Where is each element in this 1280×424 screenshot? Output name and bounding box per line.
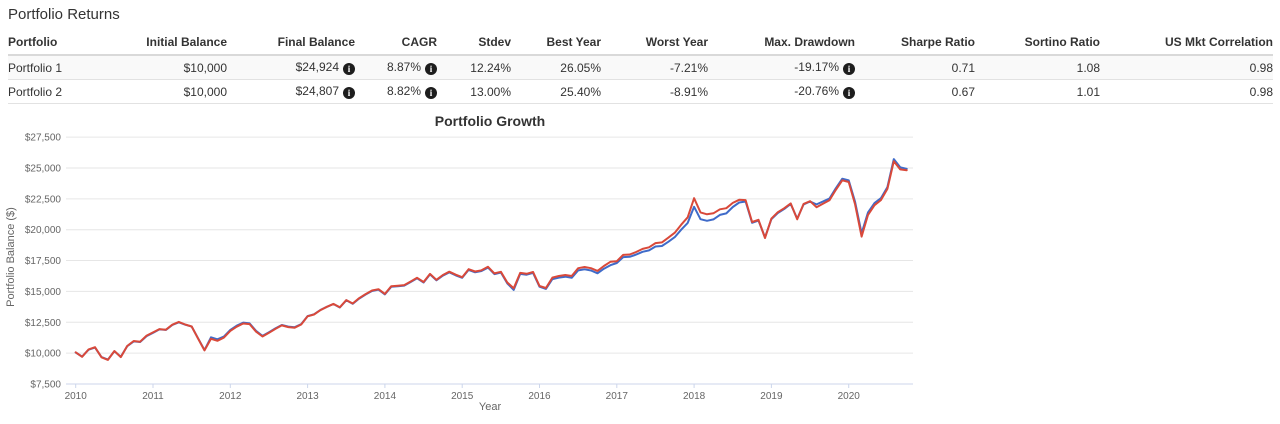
column-header: Sharpe Ratio <box>855 32 975 56</box>
table-cell: -19.17% i <box>708 55 855 80</box>
column-header: Sortino Ratio <box>975 32 1100 56</box>
cell-value: $24,807 <box>295 84 339 98</box>
portfolio-growth-chart: Portfolio Growth $7,500 $10,000 $12,500 $15,… <box>0 105 979 419</box>
portfolio-returns-section: Portfolio Returns Portfolio Initial Balan… <box>0 0 1280 104</box>
y-tick-label: $7,500 <box>30 380 61 391</box>
column-header: Worst Year <box>601 32 708 56</box>
page-title: Portfolio Returns <box>8 6 120 23</box>
x-tick-label: 2010 <box>65 391 88 402</box>
x-tick-label: 2012 <box>219 391 242 402</box>
y-axis-title: Portfolio Balance ($) <box>5 207 17 307</box>
cell-value: -8.91% <box>669 84 708 99</box>
table-cell: -8.91% <box>601 79 708 104</box>
y-tick-label: $15,000 <box>25 287 62 298</box>
cell-value: 26.05% <box>560 60 601 75</box>
table-cell: 0.98 <box>1100 79 1273 104</box>
chart-title: Portfolio Growth <box>435 113 545 129</box>
info-icon[interactable]: i <box>343 63 355 75</box>
column-header: Final Balance <box>227 32 355 56</box>
cell-value: -7.21% <box>669 60 708 75</box>
x-tick-label: 2015 <box>451 391 474 402</box>
portfolio-label: Portfolio 2 <box>8 79 128 104</box>
y-tick-label: $22,500 <box>25 194 62 205</box>
x-axis-ticks: 2010 2011 2012 2013 2014 2015 2016 2017 2018 2019… <box>65 384 861 402</box>
x-tick-label: 2020 <box>838 391 861 402</box>
portfolio-growth-svg: Portfolio Growth $7,500 $10,000 $12,500 $15,… <box>5 113 913 413</box>
table-cell: $10,000 <box>128 79 227 104</box>
y-tick-label: $17,500 <box>25 256 62 267</box>
x-tick-label: 2017 <box>606 391 629 402</box>
cell-value: $10,000 <box>183 84 227 99</box>
column-header: Initial Balance <box>128 32 227 56</box>
table-cell: 1.01 <box>975 79 1100 104</box>
info-icon[interactable]: i <box>425 63 437 75</box>
column-header: Best Year <box>511 32 601 56</box>
table-cell: 25.40% <box>511 79 601 104</box>
cell-value: 1.01 <box>1076 84 1100 99</box>
table-cell: $24,924 i <box>227 55 355 80</box>
info-icon[interactable]: i <box>343 87 355 99</box>
x-tick-label: 2016 <box>528 391 551 402</box>
cell-value: $24,924 <box>295 60 339 74</box>
x-axis-title: Year <box>479 401 502 413</box>
y-tick-label: $25,000 <box>25 163 62 174</box>
cell-value: 8.87% <box>386 60 421 74</box>
y-tick-label: $20,000 <box>25 225 62 236</box>
cell-value: 25.40% <box>560 84 601 99</box>
table-cell: $10,000 <box>128 55 227 80</box>
portfolio-2-line[interactable] <box>74 160 908 361</box>
y-tick-label: $27,500 <box>25 133 62 144</box>
cell-value: 0.67 <box>951 84 975 99</box>
table-row: Portfolio 1 $10,000 $24,924 i 8.87% i 12.24% 26… <box>8 55 1273 80</box>
cell-value: 1.08 <box>1076 60 1100 75</box>
info-icon[interactable]: i <box>425 87 437 99</box>
info-icon[interactable]: i <box>843 63 855 75</box>
table-cell: -7.21% <box>601 55 708 80</box>
table-cell: 0.67 <box>855 79 975 104</box>
column-header: Stdev <box>437 32 511 56</box>
y-tick-label: $10,000 <box>25 349 62 360</box>
y-axis-labels: $7,500 $10,000 $12,500 $15,000 $17,500 $20,00… <box>25 133 62 391</box>
x-tick-label: 2011 <box>142 391 164 402</box>
table-cell: 0.98 <box>1100 55 1273 80</box>
table-cell: 13.00% <box>437 79 511 104</box>
table-cell: 12.24% <box>437 55 511 80</box>
cell-value: 0.98 <box>1249 60 1273 75</box>
column-header: Max. Drawdown <box>708 32 855 56</box>
table-header-row: Portfolio Initial Balance Final Balance CAG… <box>8 32 1273 56</box>
table-cell: 1.08 <box>975 55 1100 80</box>
cell-value: 0.98 <box>1249 84 1273 99</box>
cell-value: 13.00% <box>470 84 511 99</box>
x-tick-label: 2014 <box>374 391 397 402</box>
info-icon[interactable]: i <box>843 87 855 99</box>
table-cell: 8.87% i <box>355 55 437 80</box>
x-tick-label: 2019 <box>760 391 783 402</box>
cell-value: 8.82% <box>386 84 421 98</box>
cell-value: -20.76% <box>794 84 839 98</box>
column-header: US Mkt Correlation <box>1100 32 1273 56</box>
table-body: Portfolio 1 $10,000 $24,924 i 8.87% i 12.24% 26… <box>8 55 1273 104</box>
table-cell: -20.76% i <box>708 79 855 104</box>
portfolio-returns-table: Portfolio Initial Balance Final Balance CAG… <box>8 32 1273 104</box>
portfolio-1-line[interactable] <box>74 158 908 361</box>
cell-value: 12.24% <box>470 60 511 75</box>
y-gridlines <box>66 136 913 385</box>
y-tick-label: $12,500 <box>25 318 62 329</box>
cell-value: 0.71 <box>951 60 975 75</box>
column-header: Portfolio <box>8 32 128 56</box>
cell-value: -19.17% <box>794 60 839 74</box>
table-cell: $24,807 i <box>227 79 355 104</box>
table-cell: 0.71 <box>855 55 975 80</box>
table-row: Portfolio 2 $10,000 $24,807 i 8.82% i 13.00% 25… <box>8 79 1273 104</box>
table-cell: 26.05% <box>511 55 601 80</box>
x-tick-label: 2013 <box>296 391 319 402</box>
portfolio-label: Portfolio 1 <box>8 55 128 80</box>
cell-value: $10,000 <box>183 60 227 75</box>
x-tick-label: 2018 <box>683 391 706 402</box>
table-cell: 8.82% i <box>355 79 437 104</box>
column-header: CAGR <box>355 32 437 56</box>
